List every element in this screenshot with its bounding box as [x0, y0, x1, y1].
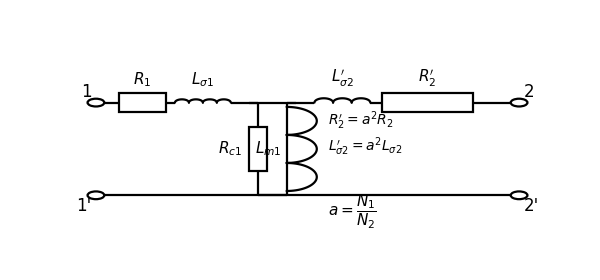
- Bar: [382, 93, 473, 112]
- Text: $L^{\prime}_{\sigma2}$: $L^{\prime}_{\sigma2}$: [331, 67, 354, 88]
- Bar: [249, 127, 266, 171]
- Text: $R^{\prime}_2$: $R^{\prime}_2$: [418, 67, 436, 88]
- Text: 1: 1: [80, 83, 91, 101]
- Text: 2': 2': [524, 197, 539, 215]
- Text: $R_1$: $R_1$: [133, 70, 152, 88]
- Text: $L^{\prime}_{\sigma2} = a^2 L_{\sigma2}$: $L^{\prime}_{\sigma2} = a^2 L_{\sigma2}$: [328, 136, 403, 158]
- Bar: [119, 93, 166, 112]
- Text: 1': 1': [76, 197, 91, 215]
- Text: $R_{c1}$: $R_{c1}$: [218, 140, 242, 158]
- Text: $L_{\sigma1}$: $L_{\sigma1}$: [191, 70, 214, 88]
- Text: $a = \dfrac{N_1}{N_2}$: $a = \dfrac{N_1}{N_2}$: [328, 193, 377, 231]
- Text: $R^{\prime}_2 = a^2 R_2$: $R^{\prime}_2 = a^2 R_2$: [328, 109, 394, 132]
- Text: $L_{m1}$: $L_{m1}$: [256, 140, 282, 158]
- Text: 2: 2: [524, 83, 535, 101]
